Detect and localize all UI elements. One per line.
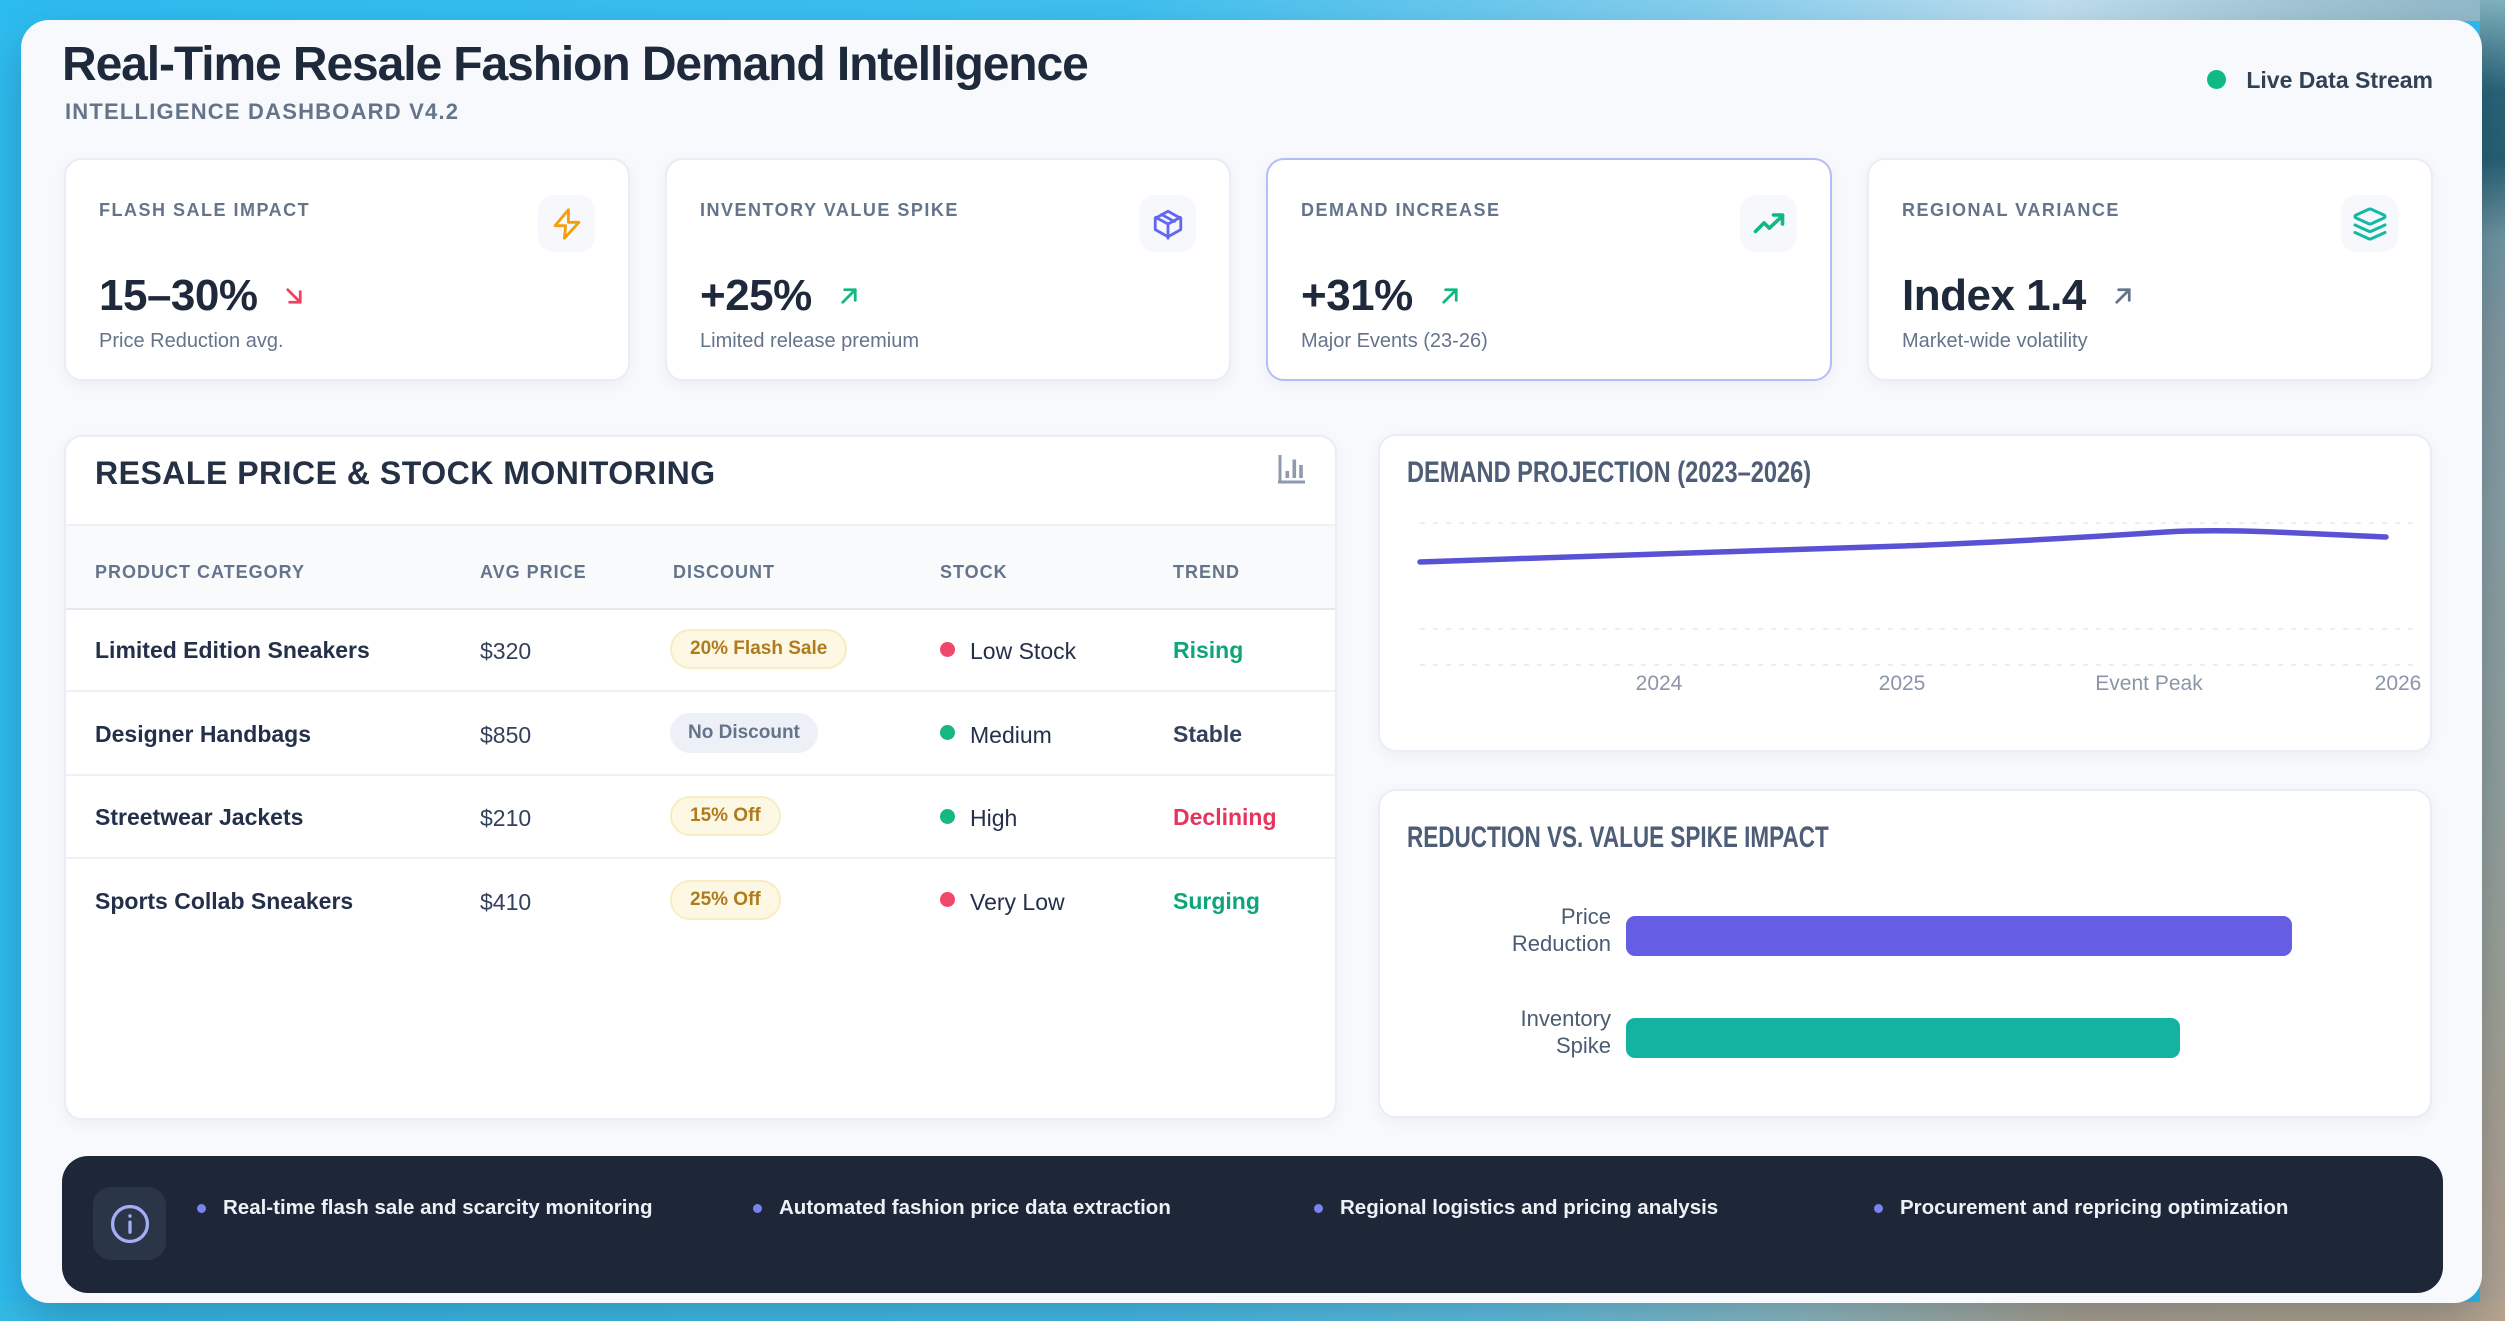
svg-text:Event Peak: Event Peak: [2095, 672, 2203, 695]
svg-text:2025: 2025: [1879, 672, 1926, 695]
svg-text:2024: 2024: [1636, 672, 1683, 695]
svg-text:2026: 2026: [2375, 672, 2422, 695]
